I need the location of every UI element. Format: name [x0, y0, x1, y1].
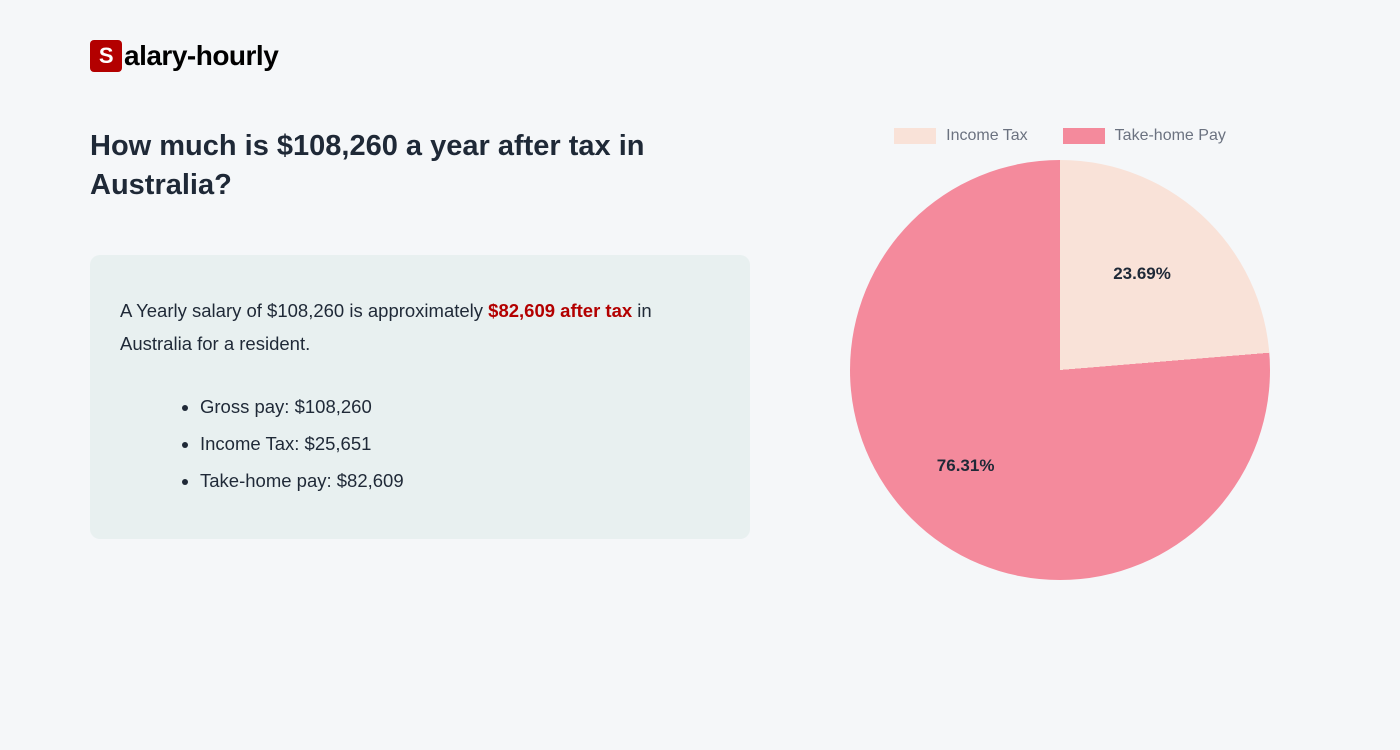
bullet-income-tax: Income Tax: $25,651 [200, 425, 720, 462]
bullet-take-home-pay: Take-home pay: $82,609 [200, 462, 720, 499]
brand-logo: Salary-hourly [90, 40, 1310, 72]
summary-intro: A Yearly salary of $108,260 is approxima… [120, 295, 720, 360]
brand-badge: S [90, 40, 122, 72]
summary-card: A Yearly salary of $108,260 is approxima… [90, 255, 750, 539]
main-content: How much is $108,260 a year after tax in… [90, 127, 1310, 580]
legend-swatch-take-home [1063, 128, 1105, 144]
pie-label-take-home: 76.31% [937, 456, 995, 476]
intro-highlight: $82,609 after tax [488, 300, 632, 321]
bullet-gross-pay: Gross pay: $108,260 [200, 388, 720, 425]
page-title: How much is $108,260 a year after tax in… [90, 127, 750, 205]
pie-disc [850, 160, 1270, 580]
chart-legend: Income Tax Take-home Pay [810, 127, 1310, 145]
brand-text: alary-hourly [124, 40, 278, 72]
right-column: Income Tax Take-home Pay 23.69% 76.31% [810, 127, 1310, 580]
intro-text-a: A Yearly salary of $108,260 is approxima… [120, 300, 488, 321]
summary-bullets: Gross pay: $108,260 Income Tax: $25,651 … [120, 388, 720, 499]
legend-item-income-tax: Income Tax [894, 127, 1028, 145]
pie-chart: 23.69% 76.31% [850, 160, 1270, 580]
pie-label-income-tax: 23.69% [1113, 264, 1171, 284]
left-column: How much is $108,260 a year after tax in… [90, 127, 750, 580]
legend-label-take-home: Take-home Pay [1115, 127, 1226, 145]
legend-item-take-home: Take-home Pay [1063, 127, 1226, 145]
legend-swatch-income-tax [894, 128, 936, 144]
legend-label-income-tax: Income Tax [946, 127, 1028, 145]
